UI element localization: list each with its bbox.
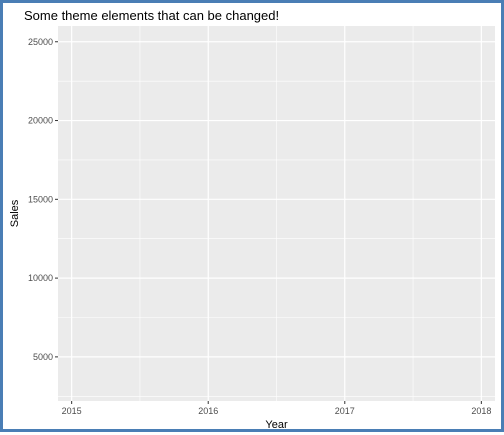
x-tick-label: 2018 — [471, 406, 491, 416]
y-tick-label: 20000 — [28, 116, 53, 126]
chart-svg: 2015 2016 2017 2018 5000 10000 15000 20000 25000… — [3, 3, 504, 435]
y-tick-label: 25000 — [28, 37, 53, 47]
y-tick-label: 15000 — [28, 194, 53, 204]
x-axis-label: Year — [265, 419, 288, 431]
x-tick-label: 2016 — [198, 406, 218, 416]
y-tick-label: 10000 — [28, 273, 53, 283]
y-axis-label: Sales — [9, 199, 21, 227]
chart-title: Some theme elements that can be changed! — [24, 8, 279, 23]
y-tick-label: 5000 — [33, 352, 53, 362]
x-tick-label: 2017 — [335, 406, 355, 416]
x-tick-label: 2015 — [62, 406, 82, 416]
